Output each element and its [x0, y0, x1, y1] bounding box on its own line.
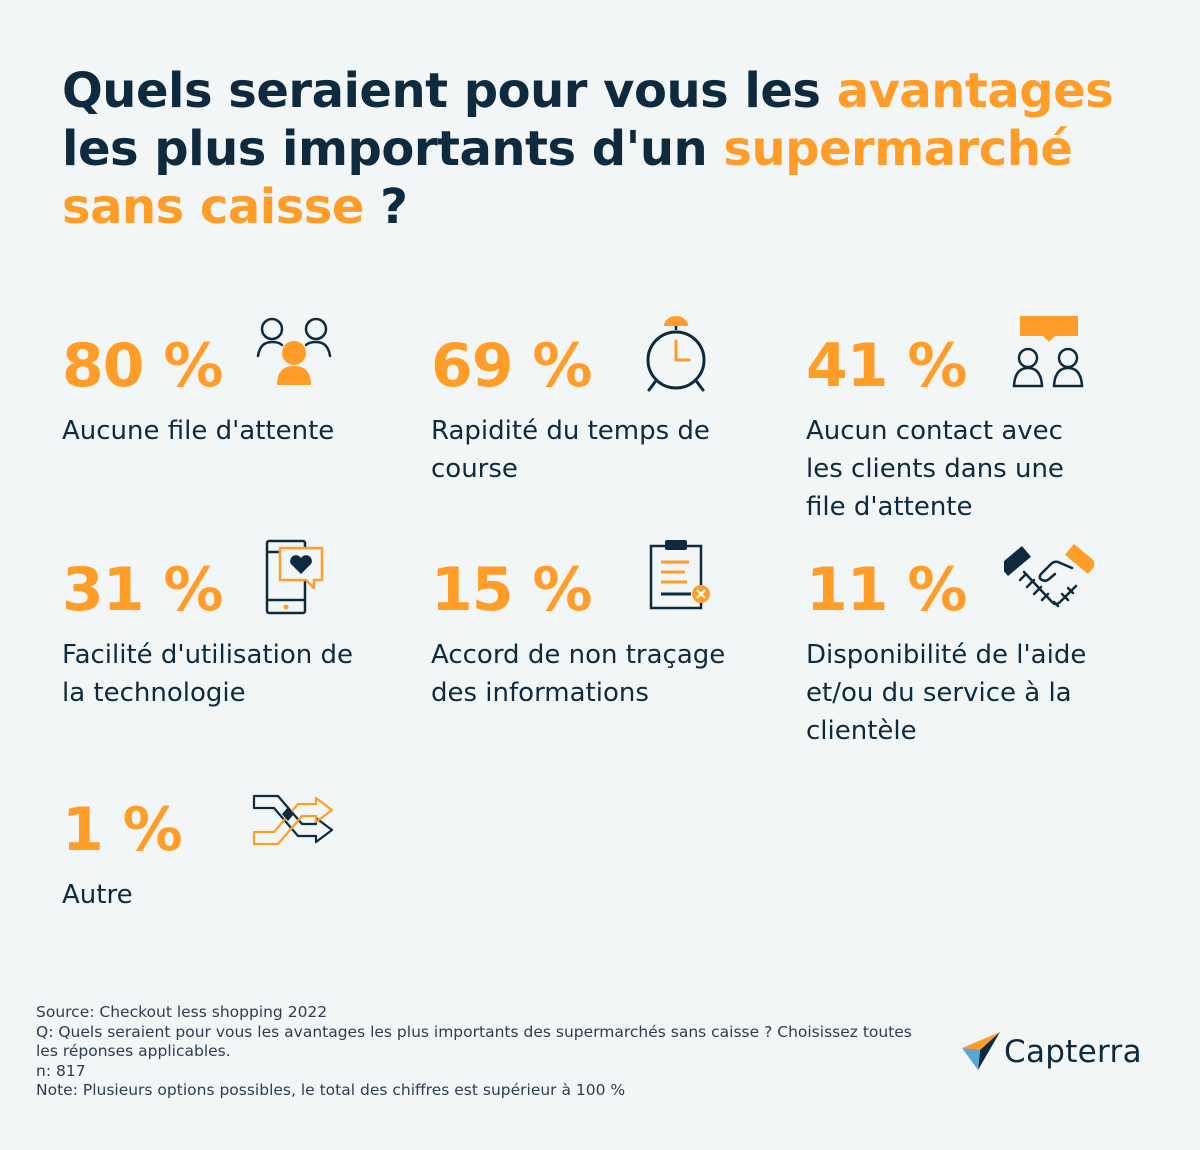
stat-customer-service: 11 % Disponibilité de l'aide et/ou du se… [806, 543, 1146, 750]
handshake-icon [1004, 543, 1094, 608]
title-highlight-2: supermarché sans caisse [62, 121, 1073, 235]
capterra-logo: Capterra [960, 1030, 1160, 1075]
stat-value: 31 % [62, 555, 224, 625]
stat-label: Aucune file d'attente [62, 416, 335, 446]
alarm-clock-icon [646, 316, 706, 392]
stat-label: Disponibilité de l'aide et/ou du service… [806, 640, 1087, 746]
stat-no-tracking: 15 % Accord de non traçage des informati… [431, 540, 771, 712]
footer-question: Q: Quels seraient pour vous les avantage… [36, 1022, 912, 1061]
stat-label: Rapidité du temps de course [431, 416, 710, 484]
stat-no-contact: 41 % Aucun contact avec les clients dans… [806, 316, 1146, 526]
footer-source: Source: Checkout less shopping 2022 [36, 1003, 328, 1021]
title-highlight-1: avantages [836, 63, 1114, 119]
people-chat-icon [1012, 316, 1084, 388]
phone-heart-icon [265, 539, 324, 615]
shuffle-arrows-icon [252, 794, 334, 846]
footer-sample-size: n: 817 [36, 1061, 86, 1080]
stat-other: 1 % Autre [62, 794, 402, 914]
stat-label: Facilité d'utilisation de la technologie [62, 640, 353, 708]
page-title: Quels seraient pour vous les avantages l… [62, 62, 1142, 236]
stat-ease-of-use: 31 % Facilité d'utilisation de la techno… [62, 539, 402, 712]
stat-no-queue: 80 % Aucune file d'attente [62, 317, 402, 450]
stat-value: 41 % [806, 331, 968, 401]
title-part-2: les plus importants d'un [62, 121, 724, 177]
clipboard-icon [649, 540, 710, 610]
stat-label: Aucun contact avec les clients dans une … [806, 416, 1064, 522]
stat-value: 15 % [431, 555, 593, 625]
title-part-3: ? [363, 179, 408, 235]
title-part-1: Quels seraient pour vous les [62, 63, 837, 119]
footer-note: Note: Plusieurs options possibles, le to… [36, 1081, 626, 1099]
stat-value: 11 % [806, 555, 968, 625]
stat-label: Autre [62, 880, 133, 910]
brand-name: Capterra [1004, 1034, 1142, 1070]
people-group-icon [256, 317, 332, 385]
stat-shopping-speed: 69 % Rapidité du temps de course [431, 316, 771, 488]
capterra-arrow-icon [962, 1032, 1000, 1070]
stat-label: Accord de non traçage des informations [431, 640, 726, 708]
stat-value: 69 % [431, 331, 593, 401]
stat-value: 80 % [62, 331, 224, 401]
footer-notes: Source: Checkout less shopping 2022 Q: Q… [36, 1003, 916, 1101]
stat-value: 1 % [62, 795, 183, 865]
